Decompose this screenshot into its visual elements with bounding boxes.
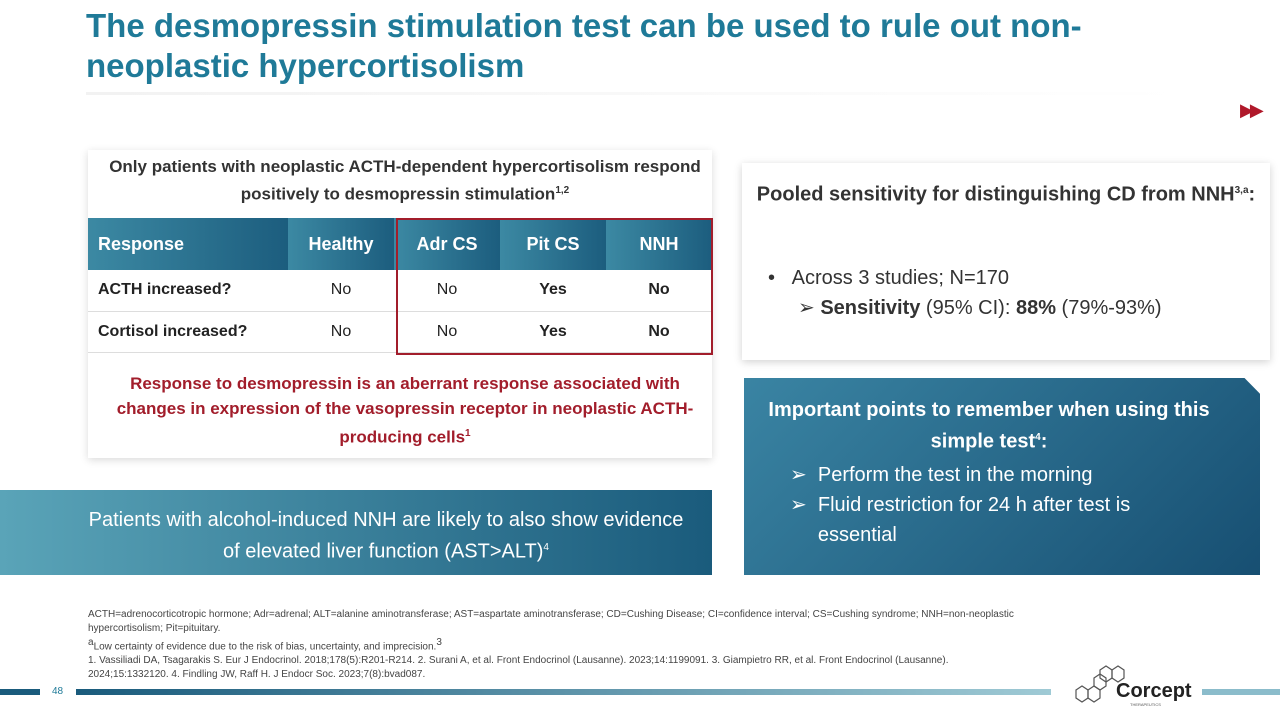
footnote-a-text: Low certainty of evidence due to the ris…	[93, 641, 437, 653]
header-cell: NNH	[606, 218, 712, 270]
list-item: ➢ Fluid restriction for 24 h after test …	[790, 490, 1148, 550]
points-heading: Important points to remember when using …	[768, 399, 1210, 453]
abbreviations: ACTH=adrenocorticotropic hormone; Adr=ad…	[88, 609, 1014, 634]
important-points-card: Important points to remember when using …	[744, 378, 1260, 575]
cell: No	[394, 311, 500, 353]
pooled-sensitivity-card: Pooled sensitivity for distinguishing CD…	[742, 163, 1270, 360]
points-heading-text: Important points to remember when using …	[768, 399, 1210, 453]
table-subheading: Only patients with neoplastic ACTH-depen…	[88, 155, 722, 207]
table-row: Cortisol increased? No No Yes No	[88, 311, 712, 353]
note-text: Response to desmopressin is an aberrant …	[116, 374, 694, 447]
response-table: Response Healthy Adr CS Pit CS NNH ACTH …	[88, 218, 712, 353]
item-text: Fluid restriction for 24 h after test is…	[817, 494, 1131, 546]
list-item: ➢ Perform the test in the morning	[790, 464, 1093, 486]
cell: Yes	[500, 270, 606, 312]
footer-bar-right	[1202, 689, 1280, 695]
points-list: ➢ Perform the test in the morning ➢ Flui…	[790, 460, 1148, 550]
references: 1. Vassiliadi DA, Tsagarakis S. Eur J En…	[88, 655, 949, 681]
hexagon-logo-icon	[1075, 665, 1125, 703]
item-text: Perform the test in the morning	[817, 464, 1093, 486]
footer-bar	[76, 689, 1051, 695]
table-header-row: Response Healthy Adr CS Pit CS NNH	[88, 218, 712, 270]
note-sup: 1	[465, 428, 471, 439]
pooled-sup: 3,a	[1234, 185, 1249, 196]
table-row: ACTH increased? No No Yes No	[88, 270, 712, 312]
title-divider	[86, 92, 1186, 95]
sensitivity-line: ➢ Sensitivity (95% CI): 88% (79%-93%)	[798, 297, 1162, 319]
pooled-heading: Pooled sensitivity for distinguishing CD…	[742, 177, 1270, 209]
subhead-text: Only patients with neoplastic ACTH-depen…	[109, 157, 701, 204]
cell: No	[288, 311, 394, 353]
header-cell: Healthy	[288, 218, 394, 270]
header-cell: Pit CS	[500, 218, 606, 270]
cell: No	[606, 270, 712, 312]
cell: No	[394, 270, 500, 312]
row-label: Cortisol increased?	[88, 311, 288, 353]
bullet-text: Across 3 studies; N=170	[791, 267, 1010, 289]
ci-label: (95% CI):	[920, 297, 1016, 319]
footer-bar-left	[0, 689, 40, 695]
footnotes: ACTH=adrenocorticotropic hormone; Adr=ad…	[88, 608, 1028, 682]
cell: No	[288, 270, 394, 312]
aberrant-response-note: Response to desmopressin is an aberrant …	[98, 371, 712, 450]
subhead-sup: 1,2	[555, 185, 570, 196]
colon: :	[1248, 183, 1256, 206]
cs-highlight-box	[396, 218, 713, 355]
cell: Yes	[500, 311, 606, 353]
row-label: ACTH increased?	[88, 270, 288, 312]
cell: No	[606, 311, 712, 353]
logo-tag: THERAPEUTICS	[1130, 702, 1161, 707]
pooled-heading-text: Pooled sensitivity for distinguishing CD…	[756, 183, 1235, 206]
sens-range: (79%-93%)	[1055, 297, 1162, 319]
slide-title: The desmopressin stimulation test can be…	[86, 7, 1082, 84]
page-number: 48	[52, 686, 64, 697]
banner-sup: 4	[543, 542, 549, 553]
alcohol-nnh-banner: Patients with alcohol-induced NNH are li…	[0, 490, 712, 575]
footnote-a: aLow certainty of evidence due to the ri…	[88, 637, 442, 653]
header-cell: Adr CS	[394, 218, 500, 270]
sens-value: 88%	[1015, 297, 1056, 319]
fast-forward-icon[interactable]: ▶▶	[1240, 100, 1264, 120]
logo-name: Corcept	[1116, 680, 1192, 702]
studies-bullet: • Across 3 studies; N=170	[768, 267, 1010, 289]
points-sup: 4	[1035, 432, 1041, 443]
banner-text: Patients with alcohol-induced NNH are li…	[88, 509, 684, 563]
pooled-body: • Across 3 studies; N=170 ➢ Sensitivity …	[768, 263, 1162, 323]
corcept-logo: Corcept THERAPEUTICS	[1068, 660, 1196, 710]
header-cell: Response	[88, 218, 288, 270]
sens-label: Sensitivity	[820, 297, 921, 319]
